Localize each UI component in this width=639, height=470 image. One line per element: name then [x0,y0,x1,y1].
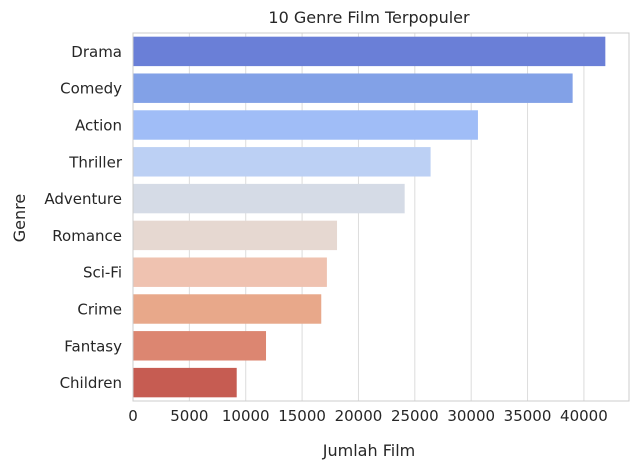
bar-children [133,367,237,398]
x-tick-label: 0 [128,407,138,425]
bar-drama [133,36,606,67]
category-label: Children [60,374,122,392]
bars [133,36,606,398]
x-tick-label: 35000 [504,407,552,425]
bar-sci-fi [133,257,327,287]
x-tick-label: 15000 [278,407,326,425]
y-axis-label: Genre [10,194,29,242]
bar-fantasy [133,331,267,361]
bar-comedy [133,73,573,103]
x-tick-label: 30000 [447,407,495,425]
x-tick-label: 25000 [391,407,439,425]
bar-action [133,110,478,140]
bar-crime [133,294,322,324]
plot-frame [132,32,630,402]
category-label: Comedy [60,80,122,98]
category-label: Action [75,117,122,135]
category-label: Fantasy [64,337,122,355]
x-tick-label: 10000 [222,407,270,425]
category-label: Thriller [68,153,123,171]
category-label: Adventure [44,190,122,208]
bar-romance [133,220,338,251]
category-label: Crime [77,301,122,319]
x-tick-label: 20000 [335,407,383,425]
x-tick-label: 40000 [560,407,608,425]
category-label: Drama [71,43,122,61]
plot-border [132,32,630,402]
category-label: Sci-Fi [83,264,122,282]
category-label: Romance [52,227,122,245]
chart-title: 10 Genre Film Terpopuler [268,8,470,27]
category-labels: Drama Comedy Action Thriller Adventure Romanc… [44,43,122,392]
bar-thriller [133,147,431,177]
x-tick-label: 5000 [170,407,208,425]
x-axis-label: Jumlah Film [322,441,415,460]
bar-adventure [133,183,405,214]
x-tick-labels: 0 5000 10000 15000 20000 25000 30000 35000 40000 [128,407,608,425]
